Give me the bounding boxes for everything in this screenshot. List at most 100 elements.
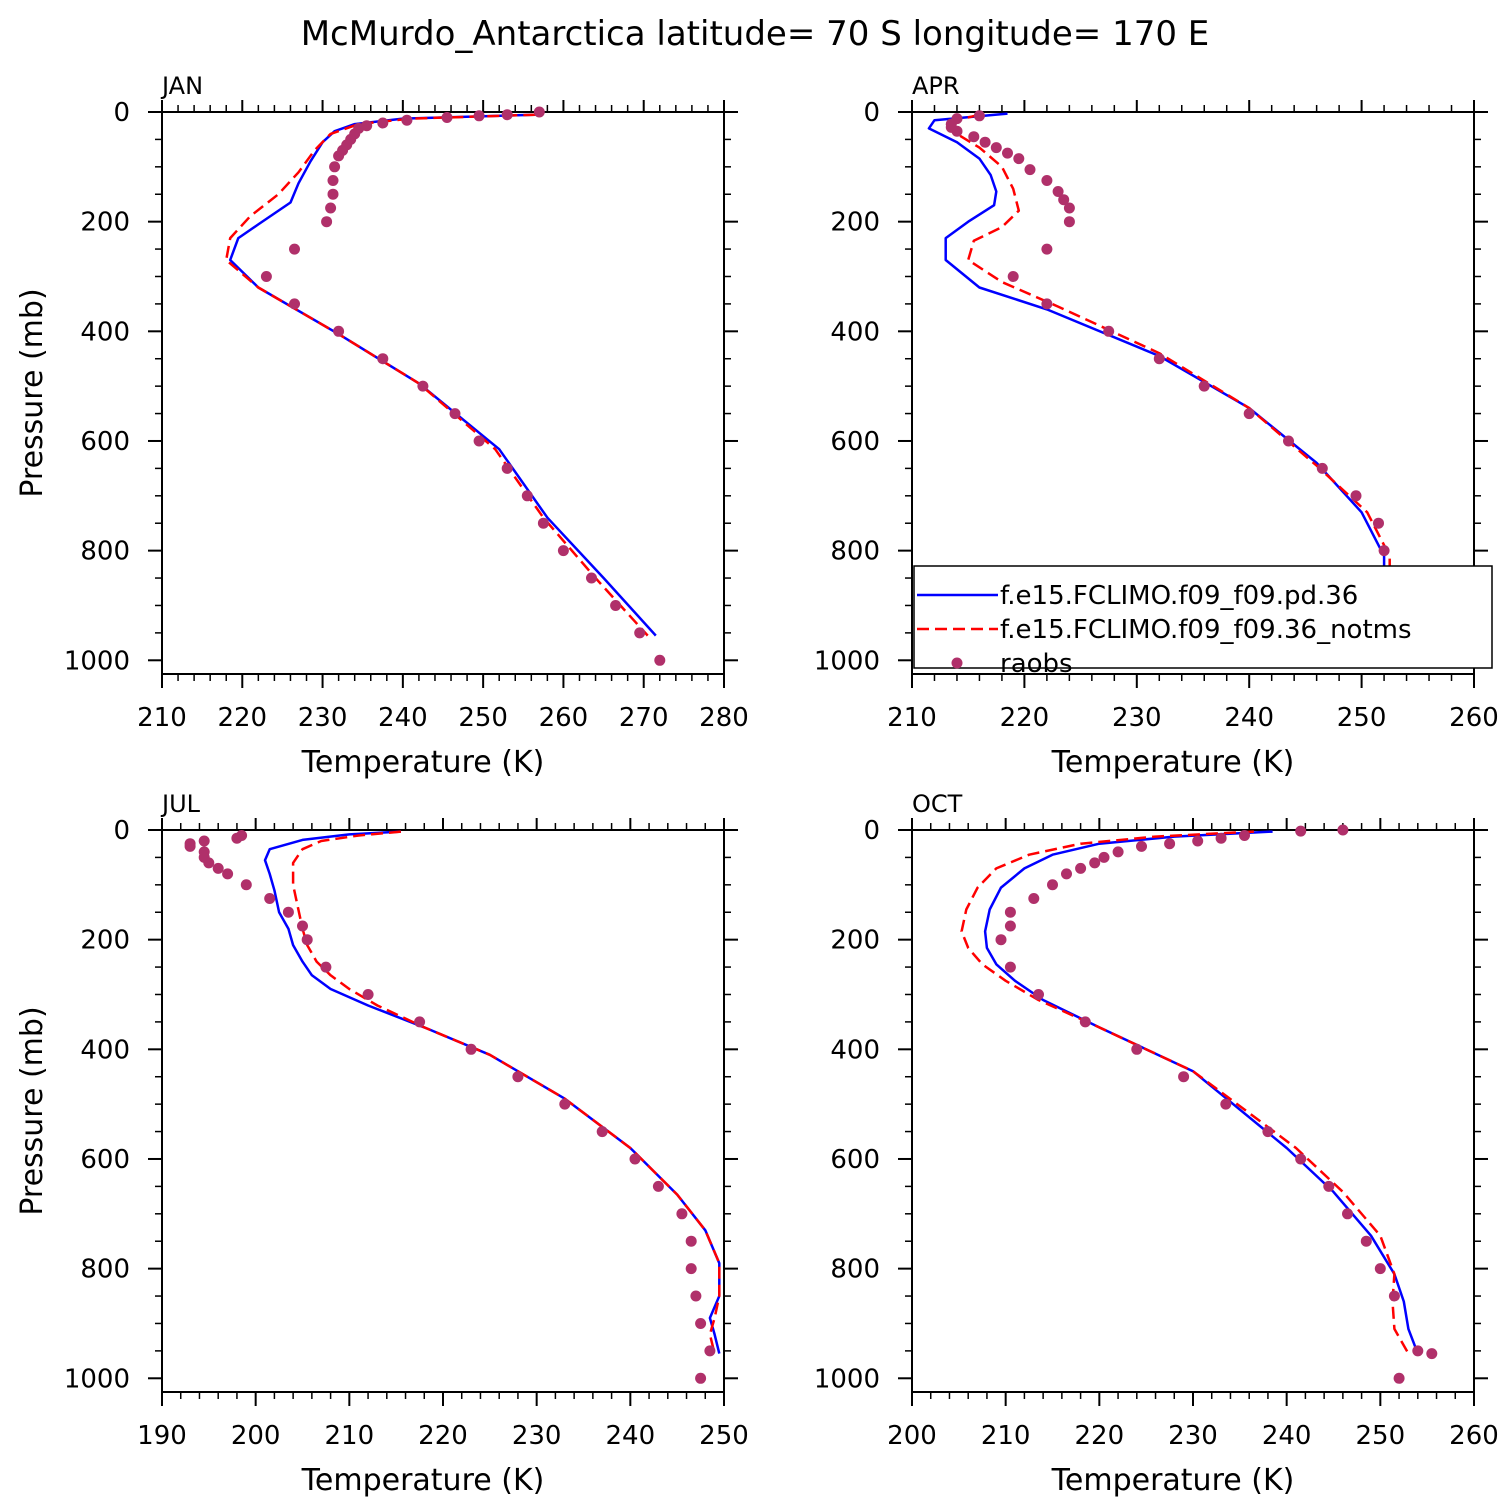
- raobs-point: [1373, 517, 1384, 529]
- series-line-pd36: [927, 112, 1425, 637]
- x-tick-label: 260: [1449, 703, 1499, 733]
- y-tick-label: 800: [80, 537, 130, 567]
- raobs-point: [1041, 175, 1053, 186]
- raobs-point: [652, 1180, 664, 1192]
- y-tick-label: 600: [830, 427, 880, 457]
- plot-frame: [161, 111, 725, 675]
- panel-label: OCT: [912, 790, 963, 818]
- y-tick-label: 0: [113, 816, 130, 846]
- raobs-point: [1360, 1235, 1372, 1247]
- raobs-point: [260, 271, 272, 282]
- x-tick-label: 210: [325, 1421, 375, 1451]
- panel-jul: JUL 190 200 210 220 230 240 250 0 200 400 600 800 100…: [15, 790, 749, 1498]
- legend-label: raobs: [1000, 649, 1073, 679]
- raobs-point: [465, 1043, 477, 1055]
- raobs-point: [559, 1098, 571, 1110]
- raobs-point: [1388, 1290, 1400, 1302]
- x-tick-label: 240: [606, 1421, 656, 1451]
- x-tick-label: 230: [512, 1421, 562, 1451]
- x-axis-label: Temperature (K): [301, 1463, 545, 1498]
- raobs-point: [1283, 435, 1294, 447]
- x-tick-label: 200: [231, 1421, 281, 1451]
- raobs-point: [1004, 920, 1016, 932]
- y-tick-label: 0: [113, 98, 130, 128]
- raobs-point: [320, 961, 332, 973]
- raobs-point: [1004, 906, 1016, 918]
- raobs-point: [333, 150, 345, 162]
- legend: f.e15.FCLIMO.f09_f09.pd.36 f.e15.FCLIMO.f…: [913, 565, 1493, 679]
- x-tick-label: 280: [699, 703, 749, 733]
- raobs-point: [586, 572, 597, 584]
- raobs-point: [1063, 202, 1075, 214]
- raobs-point: [1007, 271, 1019, 282]
- raobs-point: [1004, 961, 1016, 973]
- x-tick-label: 220: [217, 703, 267, 733]
- x-tick-label: 220: [1075, 1421, 1125, 1451]
- x-tick-label: 240: [1262, 1421, 1312, 1451]
- raobs-point: [301, 934, 313, 946]
- raobs-point: [327, 175, 339, 186]
- raobs-point: [557, 545, 569, 557]
- x-tick-label: 240: [378, 703, 428, 733]
- raobs-point: [695, 1372, 707, 1384]
- raobs-point: [973, 110, 985, 122]
- raobs-point: [1061, 868, 1072, 880]
- raobs-point: [1028, 893, 1040, 904]
- x-tick-label: 230: [298, 703, 348, 733]
- raobs-point: [441, 112, 453, 123]
- raobs-point: [1002, 147, 1013, 159]
- raobs-point: [654, 654, 666, 666]
- x-tick-label: 210: [887, 703, 937, 733]
- raobs-point: [1393, 1372, 1405, 1384]
- raobs-point: [327, 188, 339, 200]
- panel-oct: OCT 200 210 220 230 240 250 260 0 200 400 600 800 100…: [814, 790, 1499, 1498]
- y-tick-label: 200: [80, 926, 130, 956]
- raobs-point: [968, 131, 980, 143]
- x-tick-label: 200: [887, 1421, 937, 1451]
- raobs-point: [1131, 1043, 1143, 1055]
- raobs-point: [1350, 490, 1362, 502]
- raobs-point: [203, 857, 215, 869]
- panel-label: APR: [912, 72, 960, 100]
- raobs-point: [629, 1153, 641, 1165]
- raobs-point: [1024, 164, 1036, 176]
- x-tick-label: 230: [1112, 703, 1162, 733]
- raobs-point: [414, 1016, 426, 1028]
- raobs-point: [695, 1318, 707, 1329]
- series-line-notms: [960, 830, 1410, 1355]
- raobs-point: [1063, 216, 1075, 228]
- panels: JAN 210 220 230 240 250 260 270 280 0 200 400 600 800…: [15, 72, 1499, 1498]
- y-tick-label: 400: [830, 1035, 880, 1065]
- raobs-point: [417, 380, 429, 392]
- x-tick-label: 220: [1000, 703, 1050, 733]
- raobs-point: [1098, 851, 1110, 863]
- panel-label: JUL: [160, 790, 201, 818]
- raobs-point: [634, 627, 646, 639]
- x-tick-label: 260: [539, 703, 589, 733]
- raobs-point: [401, 114, 413, 126]
- x-tick-label: 210: [137, 703, 187, 733]
- plot-frame: [161, 829, 725, 1393]
- raobs-point: [1323, 1180, 1335, 1192]
- raobs-point: [501, 109, 513, 121]
- panel-apr: APR 210 220 230 240 250 260 0 200 400 600 800 1000 Te…: [814, 72, 1499, 780]
- raobs-point: [1041, 243, 1053, 255]
- raobs-point: [325, 202, 337, 214]
- y-tick-label: 600: [80, 427, 130, 457]
- raobs-point: [1103, 325, 1115, 337]
- raobs-point: [1243, 408, 1255, 420]
- raobs-point: [1374, 1263, 1386, 1275]
- x-tick-label: 250: [1337, 703, 1387, 733]
- x-tick-label: 270: [619, 703, 669, 733]
- raobs-point: [449, 408, 461, 420]
- x-tick-label: 220: [418, 1421, 468, 1451]
- x-tick-label: 260: [1449, 1421, 1499, 1451]
- panel-label: JAN: [160, 72, 203, 100]
- raobs-point: [1041, 298, 1053, 310]
- plot-frame: [911, 111, 1475, 675]
- raobs-point: [1426, 1348, 1438, 1360]
- y-tick-label: 200: [830, 208, 880, 238]
- raobs-point: [610, 600, 622, 611]
- raobs-point: [362, 989, 374, 1000]
